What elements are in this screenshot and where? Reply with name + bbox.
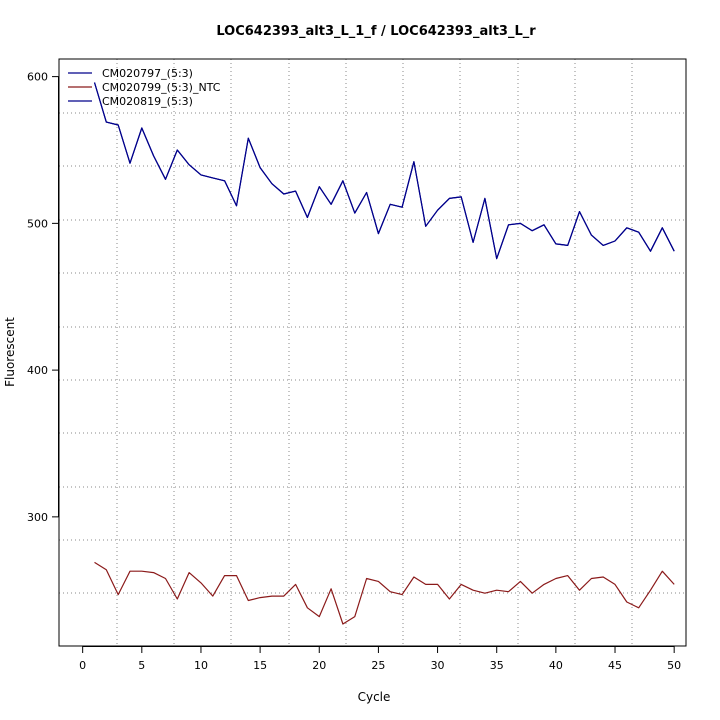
x-tick-label: 30 [431, 659, 445, 672]
series-lines [93, 82, 675, 625]
x-tick-label: 25 [371, 659, 385, 672]
plot-frame [58, 58, 687, 647]
y-tick-label: 600 [27, 71, 48, 84]
chart-title: LOC642393_alt3_L_1_f / LOC642393_alt3_L_… [216, 24, 536, 39]
x-axis: 0 5 10 15 20 25 30 35 40 45 50 [79, 646, 681, 672]
y-tick-label: 400 [27, 364, 48, 377]
x-tick-label: 0 [79, 659, 86, 672]
x-tick-label: 10 [194, 659, 208, 672]
legend: CM020797_(5:3)CM020799_(5:3)_NTCCM020819… [68, 67, 221, 108]
x-tick-label: 15 [253, 659, 267, 672]
series-line-2 [94, 561, 675, 625]
x-tick-label: 5 [138, 659, 145, 672]
series-line-3 [93, 82, 675, 260]
y-axis-label: Fluorescent [3, 317, 17, 387]
grid [59, 59, 686, 646]
x-tick-label: 40 [549, 659, 563, 672]
x-tick-label: 20 [312, 659, 326, 672]
legend-label-3: CM020819_(5:3) [102, 95, 193, 108]
legend-label-2: CM020799_(5:3)_NTC [102, 81, 221, 94]
x-axis-label: Cycle [358, 690, 391, 704]
x-tick-label: 50 [667, 659, 681, 672]
legend-label-1: CM020797_(5:3) [102, 67, 193, 80]
y-tick-label: 300 [27, 511, 48, 524]
y-tick-label: 500 [27, 217, 48, 230]
x-tick-label: 45 [608, 659, 622, 672]
series-line-1 [93, 82, 675, 260]
y-axis: 300 400 500 600 [27, 71, 59, 524]
x-tick-label: 35 [490, 659, 504, 672]
